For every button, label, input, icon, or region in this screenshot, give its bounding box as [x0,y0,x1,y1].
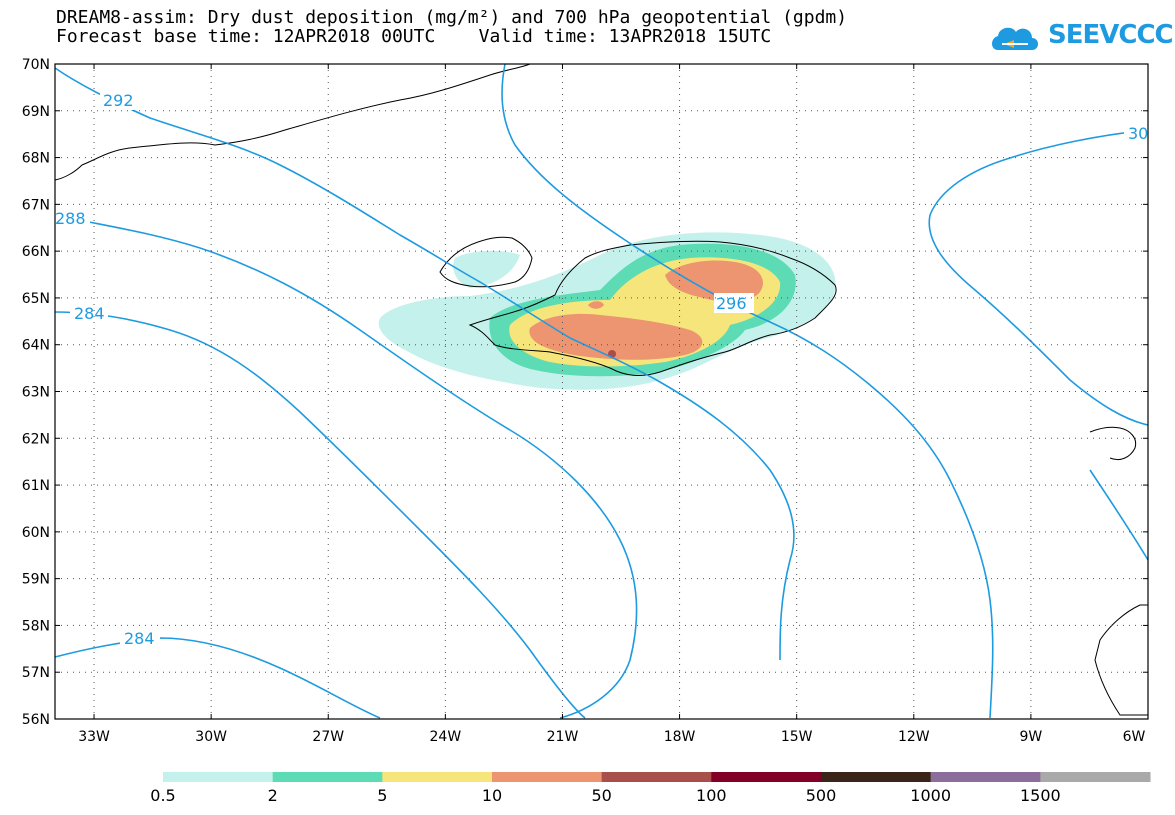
dust-deposition-field [378,232,836,390]
map-grid [55,63,1149,720]
greenland-coast [54,63,531,181]
lon-label: 21W [547,729,579,745]
legend-swatch [272,772,383,782]
lat-label: 61N [22,478,50,494]
lon-label: 27W [312,729,344,745]
lon-label: 33W [78,729,110,745]
legend-tick-label: 100 [696,786,727,805]
lat-label: 57N [22,665,50,681]
contour-292 [54,67,795,661]
map-title: DREAM8-assim: Dry dust deposition (mg/m²… [56,7,848,28]
lon-label: 15W [781,729,813,745]
contour-label-284-upper: 284 [74,304,105,323]
legend-swatch [601,772,712,782]
contour-label-292: 292 [103,91,134,110]
coastlines [54,63,1149,716]
map-subtitle: Forecast base time: 12APR2018 00UTC Vali… [56,26,772,47]
contour-284-lower [54,637,381,719]
contour-label-300: 30 [1128,124,1148,143]
lat-label: 56N [22,712,50,728]
dust-level-0.5-north [453,250,520,288]
legend-swatch [821,772,932,782]
lat-label: 63N [22,385,50,401]
legend-tick-label: 2 [268,786,278,805]
legend-tick-label: 1500 [1020,786,1061,805]
legend-tick-label: 50 [591,786,611,805]
dust-level-10-northeast [665,260,763,302]
contour-304 [1089,469,1149,561]
dust-level-10-spot [588,301,604,309]
lat-label: 70N [22,57,50,73]
contour-296 [501,63,994,719]
lat-label: 65N [22,291,50,307]
iceland-coast [468,240,837,376]
lon-label: 18W [664,729,696,745]
deposition-legend: 0.5 2 5 10 50 100 500 1000 1500 [150,772,1151,805]
geopotential-contours [54,63,1149,719]
dust-level-10-south [529,313,703,360]
lat-label: 66N [22,244,50,260]
lat-label: 69N [22,104,50,120]
legend-tick-label: 5 [377,786,387,805]
lat-label: 64N [22,338,50,354]
lon-label: 30W [195,729,227,745]
lon-label: 12W [898,729,930,745]
scotland-coast [1094,604,1149,716]
logo-text: SEEVCCC [1048,20,1174,50]
legend-swatch [930,772,1041,782]
legend-swatch [382,772,493,782]
map-frame [54,63,1149,720]
lat-label: 58N [22,618,50,634]
legend-tick-label: 1000 [910,786,951,805]
lat-label: 59N [22,572,50,588]
contour-300 [928,129,1149,426]
lat-label: 68N [22,151,50,167]
legend-tick-label: 500 [806,786,837,805]
legend-swatch [163,772,274,782]
lat-label: 60N [22,525,50,541]
faroe-coast [1089,426,1137,461]
lon-label: 24W [430,729,462,745]
seevccc-logo [992,27,1038,50]
latitude-labels: 70N 69N 68N 67N 66N 65N 64N 63N 62N 61N 60N 59N 58N 5… [22,57,50,728]
contour-288 [54,214,638,719]
lat-label: 62N [22,431,50,447]
lat-label: 67N [22,197,50,213]
lon-label: 9W [1020,729,1043,745]
lon-label: 6W [1123,729,1146,745]
legend-tick-label: 0.5 [150,786,175,805]
iceland-westfjords [439,236,533,288]
legend-tick-label: 10 [482,786,502,805]
contour-label-288: 288 [55,209,86,228]
legend-swatch [1040,772,1151,782]
contour-label-296: 296 [716,294,747,313]
contour-label-284-lower: 284 [124,629,155,648]
contour-labels: 292 288 284 284 296 30 [54,90,1148,648]
legend-swatch [711,772,822,782]
longitude-labels: 33W 30W 27W 24W 21W 18W 15W 12W 9W 6W [78,729,1145,745]
legend-swatch [492,772,603,782]
contour-284-upper [54,311,586,719]
